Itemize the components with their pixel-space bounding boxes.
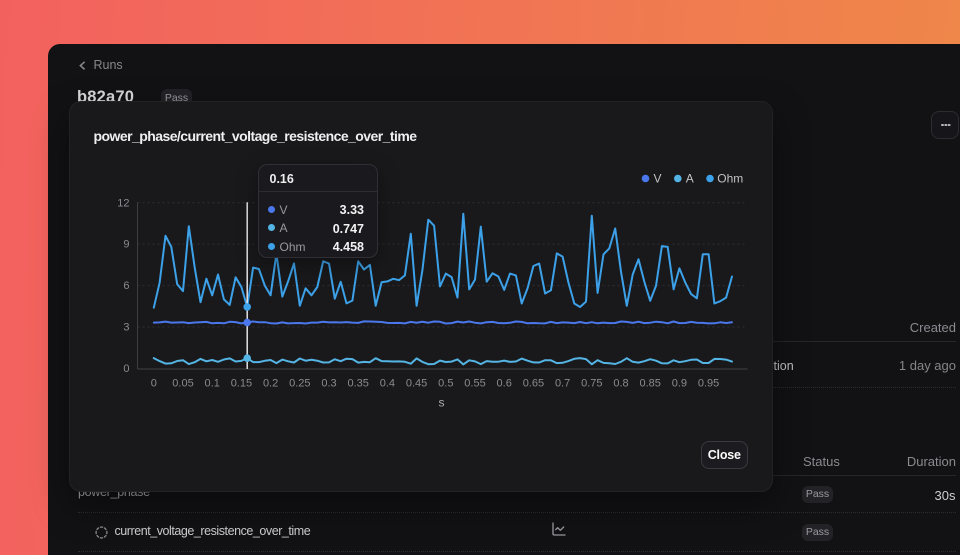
svg-text:0.85: 0.85 xyxy=(639,377,660,389)
svg-text:Ohm: Ohm xyxy=(717,172,743,186)
svg-text:s: s xyxy=(439,396,445,410)
svg-text:0.05: 0.05 xyxy=(172,377,193,389)
svg-text:12: 12 xyxy=(117,197,129,209)
svg-text:0.2: 0.2 xyxy=(263,377,278,389)
svg-text:0.7: 0.7 xyxy=(555,377,570,389)
svg-text:0.3: 0.3 xyxy=(321,377,336,389)
svg-text:0.4: 0.4 xyxy=(380,377,395,389)
svg-text:A: A xyxy=(686,172,694,186)
svg-text:0.1: 0.1 xyxy=(205,377,220,389)
svg-text:0.35: 0.35 xyxy=(347,377,368,389)
svg-text:0.55: 0.55 xyxy=(464,377,485,389)
svg-text:3: 3 xyxy=(123,322,129,334)
svg-text:9: 9 xyxy=(123,239,129,251)
svg-text:0.45: 0.45 xyxy=(406,377,427,389)
svg-text:0.95: 0.95 xyxy=(698,377,719,389)
svg-text:0.6: 0.6 xyxy=(497,377,512,389)
svg-text:0.65: 0.65 xyxy=(523,377,544,389)
svg-text:0.25: 0.25 xyxy=(289,377,310,389)
svg-text:0.8: 0.8 xyxy=(613,377,628,389)
svg-text:0.5: 0.5 xyxy=(438,377,453,389)
svg-text:0: 0 xyxy=(151,377,157,389)
svg-text:0: 0 xyxy=(123,363,129,375)
svg-text:0.75: 0.75 xyxy=(581,377,602,389)
svg-text:0.9: 0.9 xyxy=(672,377,687,389)
svg-text:6: 6 xyxy=(123,280,129,292)
svg-text:0.15: 0.15 xyxy=(231,377,252,389)
svg-text:V: V xyxy=(654,172,662,186)
